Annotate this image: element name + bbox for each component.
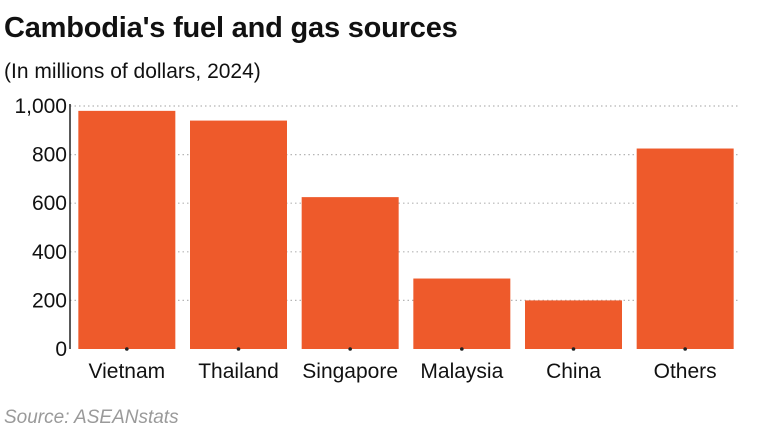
x-tick-mark — [571, 347, 576, 351]
x-tick-mark — [236, 347, 241, 351]
x-tick-mark — [683, 347, 687, 351]
bar-china — [525, 300, 622, 349]
x-tick-label: Others — [654, 360, 717, 383]
chart-title: Cambodia's fuel and gas sources — [4, 12, 458, 44]
x-tick-label: Singapore — [302, 360, 398, 383]
axes — [69, 104, 687, 351]
source-note: Source: ASEANstats — [4, 407, 179, 428]
x-tick-mark — [125, 347, 129, 351]
y-tick-label: 800 — [32, 144, 67, 167]
x-tick-label: Malaysia — [420, 360, 503, 383]
y-tick-label: 200 — [32, 289, 67, 312]
x-tick-label: Thailand — [198, 360, 279, 383]
x-tick-mark — [348, 347, 352, 351]
x-tick-label: Vietnam — [88, 360, 165, 383]
labels: 0 200 400 600 800 1,000 Vietnam Thailand Singapo… — [14, 95, 716, 383]
chart-subtitle: (In millions of dollars, 2024) — [4, 60, 261, 83]
bar-malaysia — [413, 278, 511, 349]
y-tick-label: 400 — [32, 241, 67, 264]
gridlines — [70, 105, 740, 301]
x-tick-mark — [460, 347, 464, 351]
bar-others — [636, 148, 734, 349]
y-tick-label: 0 — [55, 338, 67, 361]
x-tick-label: China — [546, 360, 601, 383]
bars — [78, 110, 734, 349]
y-tick-label: 600 — [32, 192, 67, 215]
y-tick-label: 1,000 — [14, 95, 67, 118]
bar-vietnam — [78, 110, 176, 349]
bar-singapore — [301, 197, 399, 349]
bar-thailand — [190, 120, 287, 349]
